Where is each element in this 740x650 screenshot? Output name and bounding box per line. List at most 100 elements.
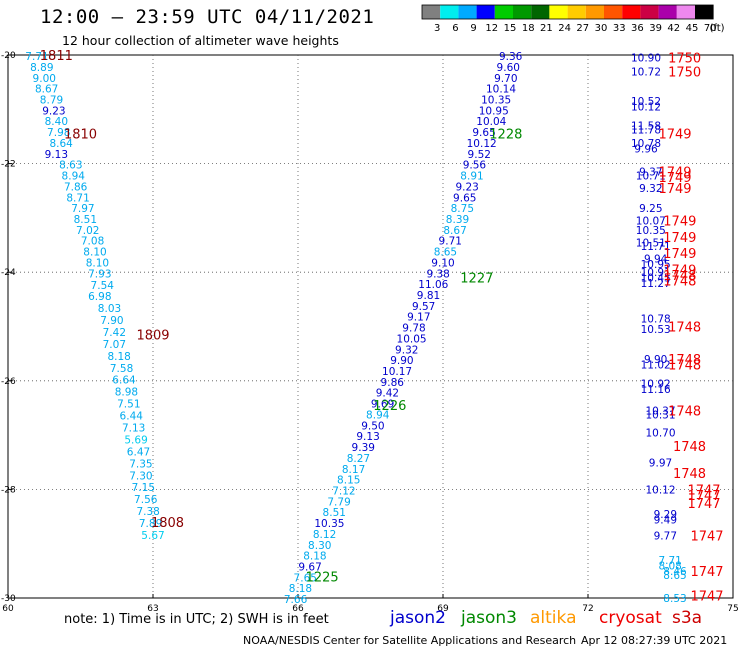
wave-height-label: 9.17 xyxy=(407,312,430,324)
wave-height-label: 8.94 xyxy=(62,171,86,183)
colorbar-swatch xyxy=(585,5,604,19)
wave-height-label: 7.66 xyxy=(284,594,308,606)
colorbar-label: 33 xyxy=(613,23,626,34)
wave-height-label: 5.69 xyxy=(124,434,147,446)
wave-height-label: 5.67 xyxy=(141,530,164,542)
colorbar-label: 45 xyxy=(686,23,699,34)
colorbar-swatch xyxy=(422,5,441,19)
pass-time-label: 1749 xyxy=(663,263,696,278)
pass-time-label: 1225 xyxy=(306,570,339,585)
wave-height-label: 11.06 xyxy=(418,279,448,291)
wave-height-label: 8.46 xyxy=(663,566,687,578)
sat-legend-cryosat: cryosat xyxy=(599,608,662,628)
x-tick-label: 69 xyxy=(437,604,449,614)
wave-height-label: 8.98 xyxy=(115,387,138,399)
wave-height-label: 8.75 xyxy=(451,203,474,215)
wave-height-label: 9.25 xyxy=(639,203,662,215)
wave-height-label: 10.90 xyxy=(631,53,661,65)
wave-height-label: 9.90 xyxy=(390,355,413,367)
wave-height-label: 9.32 xyxy=(395,344,418,356)
wave-height-label: 9.50 xyxy=(361,420,384,432)
pass-time-label: 1749 xyxy=(663,231,696,246)
y-tick-label: -20 xyxy=(1,51,16,61)
wave-height-label: 9.90 xyxy=(644,354,667,366)
colorbar-swatch xyxy=(695,5,714,19)
wave-height-label: 11.78 xyxy=(631,124,661,136)
pass-time-label: 1747 xyxy=(687,483,720,498)
colorbar-label: 9 xyxy=(470,23,476,34)
wave-height-label: 8.71 xyxy=(66,192,89,204)
wave-height-label: 9.94 xyxy=(644,254,668,266)
wave-height-label: 10.35 xyxy=(481,95,511,107)
wave-height-label: 7.65 xyxy=(294,572,317,584)
wave-height-label: 7.42 xyxy=(103,327,126,339)
pass-time-label: 1749 xyxy=(658,171,691,186)
wave-height-label: 8.40 xyxy=(45,116,68,128)
pass-time-label: 1228 xyxy=(489,128,522,143)
wave-height-label: 9.52 xyxy=(468,149,491,161)
wave-height-label: 9.36 xyxy=(499,51,523,63)
colorbar-legend: 3 6 9 12 15 18 21 24 27 30 33 36 39 42 45 70(ft) xyxy=(421,4,725,34)
wave-height-label: 8.10 xyxy=(86,257,109,269)
x-tick-label: 60 xyxy=(2,604,14,614)
wave-height-label: 9.37 xyxy=(639,167,662,179)
colorbar-swatch xyxy=(458,5,477,19)
wave-height-label: 8.08 xyxy=(658,560,681,572)
wave-height-label: 11.02 xyxy=(641,360,671,372)
colorbar-swatch xyxy=(658,5,677,19)
wave-height-label: 8.79 xyxy=(40,95,63,107)
wave-height-label: 10.78 xyxy=(641,313,671,325)
sat-legend-jason2: jason2 xyxy=(390,608,446,628)
pass-time-label: 1749 xyxy=(663,247,696,262)
wave-height-label: 8.03 xyxy=(98,303,121,315)
wave-height-label: 10.91 xyxy=(641,267,671,279)
wave-height-label: 9.77 xyxy=(654,531,677,543)
colorbar-label: 3 xyxy=(434,23,440,34)
x-tick-label: 75 xyxy=(727,604,738,614)
wave-height-label: 10.14 xyxy=(486,84,516,96)
colorbar-label: 70 xyxy=(704,23,717,34)
wave-height-label: 6.64 xyxy=(112,375,136,387)
wave-height-label: 8.94 xyxy=(366,409,390,421)
wave-height-label: 7.13 xyxy=(122,422,145,434)
pass-time-label: 1808 xyxy=(151,516,184,531)
wave-height-label: 7.89 xyxy=(139,518,162,530)
colorbar-label: 30 xyxy=(595,23,608,34)
pass-time-label: 1748 xyxy=(668,405,701,420)
wave-height-label: 9.70 xyxy=(494,73,517,85)
wave-height-label: 8.27 xyxy=(347,453,370,465)
y-tick-label: -26 xyxy=(1,377,16,387)
wave-height-label: 6.44 xyxy=(120,411,144,423)
wave-height-label: 10.78 xyxy=(631,138,661,150)
wave-height-label: 7.71 xyxy=(658,555,681,567)
wave-height-label: 9.00 xyxy=(33,73,56,85)
wave-height-label: 9.65 xyxy=(453,192,476,204)
pass-time-label: 1747 xyxy=(690,589,723,604)
colorbar-label: 6 xyxy=(452,23,458,34)
wave-height-label: 7.86 xyxy=(64,181,88,193)
wave-height-label: 11.58 xyxy=(631,121,661,133)
wave-height-label: 8.53 xyxy=(663,593,686,605)
wave-height-label: 9.81 xyxy=(417,290,440,302)
wave-height-label: 10.37 xyxy=(645,406,675,418)
wave-height-label: 8.65 xyxy=(663,570,686,582)
colorbar-label: 42 xyxy=(667,23,680,34)
pass-time-label: 1748 xyxy=(663,269,696,284)
colorbar-swatch xyxy=(604,5,623,19)
colorbar-label: 27 xyxy=(576,23,589,34)
wave-height-label: 8.89 xyxy=(30,62,53,74)
page-title: 12:00 – 23:59 UTC 04/11/2021 xyxy=(40,6,375,28)
wave-height-label: 9.10 xyxy=(431,257,454,269)
pass-time-label: 1748 xyxy=(663,274,696,289)
wave-height-label: 8.15 xyxy=(337,475,360,487)
y-tick-label: -28 xyxy=(1,485,16,495)
plot-border xyxy=(7,54,734,599)
wave-height-label: 8.51 xyxy=(74,214,97,226)
colorbar-swatch xyxy=(622,5,641,19)
pass-time-label: 1809 xyxy=(136,329,169,344)
wave-height-label: 8.63 xyxy=(59,160,82,172)
wave-height-label: 8.67 xyxy=(443,225,466,237)
wave-height-label: 10.07 xyxy=(636,216,666,228)
page-subtitle: 12 hour collection of altimeter wave hei… xyxy=(62,33,339,48)
wave-height-label: 8.18 xyxy=(303,551,326,563)
